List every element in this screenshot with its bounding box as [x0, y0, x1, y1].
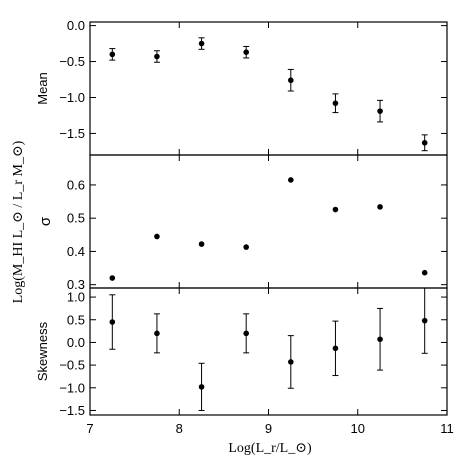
panel-ylabel-sigma: σ — [37, 216, 54, 226]
data-point-mean — [332, 100, 339, 107]
data-point-skewness — [332, 345, 339, 352]
data-point-sigma — [243, 244, 249, 250]
y-tick-label-mean: 0.0 — [67, 18, 85, 33]
data-point-skewness — [421, 317, 428, 324]
y-tick-label-skewness: −1.5 — [59, 403, 85, 418]
panel-sigma: 0.3 0.4 0.5 0.6 σ — [37, 154, 448, 292]
data-point-sigma — [421, 269, 428, 276]
data-point-sigma — [154, 233, 160, 240]
y-tick-label-skewness: 0.5 — [67, 312, 85, 327]
panel-skewness: 1.0 0.5 0.0 −0.5 −1.0 −1.5 Skewness — [35, 287, 448, 418]
data-point-mean — [154, 53, 160, 60]
x-tick-label: 11 — [440, 421, 454, 436]
y-tick-label-skewness: 1.0 — [67, 290, 85, 305]
data-point-sigma — [198, 241, 205, 247]
x-tick-label: 9 — [265, 421, 272, 436]
y-tick-label-mean: −0.5 — [59, 54, 85, 69]
panel-ylabel-mean: Mean — [35, 72, 50, 105]
panel-mean: 0.0 −0.5 −1.0 −1.5 Mean — [35, 18, 448, 156]
data-point-skewness — [243, 330, 249, 337]
y-tick-label-sigma: 0.4 — [67, 244, 85, 259]
x-tick-label: 10 — [351, 421, 365, 436]
y-tick-label-skewness: −1.0 — [59, 380, 85, 395]
data-point-sigma — [377, 204, 383, 210]
y-tick-label-sigma: 0.6 — [67, 177, 85, 192]
data-point-skewness — [288, 359, 294, 365]
data-point-skewness — [109, 319, 116, 325]
data-point-mean — [243, 49, 249, 55]
panels-group: 0.0−0.5−1.0−1.5Mean0.30.40.50.6σ1.00.50.… — [35, 18, 454, 436]
data-point-mean — [288, 77, 294, 84]
data-point-mean — [377, 108, 383, 114]
y-tick-label-sigma: 0.5 — [67, 211, 85, 226]
x-axis-label: Log(L_r/L_⊙) — [228, 441, 312, 456]
panel-frame-skewness — [89, 287, 448, 416]
data-point-mean — [421, 139, 428, 146]
y-tick-label-sigma: 0.3 — [67, 277, 85, 292]
y-tick-label-skewness: 0.0 — [67, 335, 85, 350]
x-tick-label: 7 — [86, 421, 93, 436]
data-point-skewness — [377, 336, 383, 343]
panel-frame-mean — [89, 21, 448, 156]
x-tick-label: 8 — [176, 421, 183, 436]
data-point-sigma — [288, 177, 294, 183]
data-point-sigma — [332, 206, 339, 213]
data-point-mean — [109, 51, 116, 58]
y-tick-label-skewness: −0.5 — [59, 358, 85, 373]
panel-ylabel-skewness: Skewness — [35, 321, 50, 381]
y-tick-label-mean: −1.0 — [59, 90, 85, 105]
panel-frame-sigma — [89, 154, 448, 289]
y-tick-label-mean: −1.5 — [59, 126, 85, 141]
data-point-mean — [198, 40, 205, 47]
data-point-sigma — [109, 275, 116, 281]
y-axis-label: Log(M_HI L_⊙ / L_r M_⊙) — [11, 140, 26, 303]
data-point-skewness — [198, 384, 205, 390]
data-point-skewness — [154, 330, 160, 337]
